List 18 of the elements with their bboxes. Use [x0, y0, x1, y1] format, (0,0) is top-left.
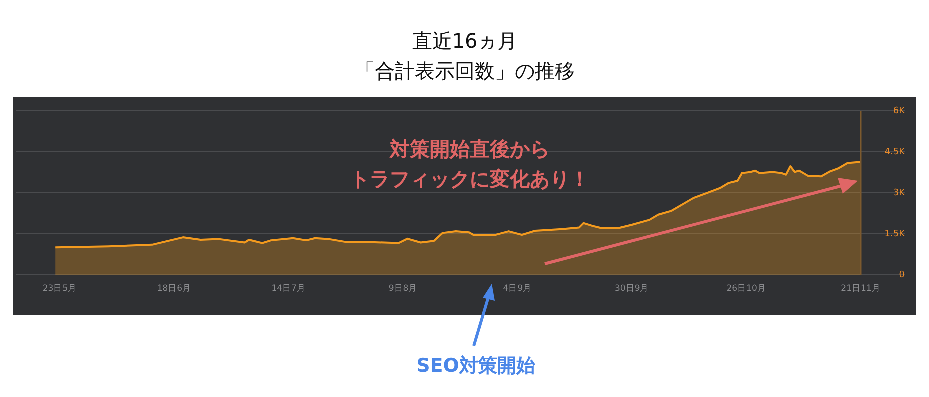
- x-tick-label: 9日8月: [388, 284, 418, 294]
- x-tick-label: 30日9月: [615, 284, 650, 294]
- y-tick-label: 4.5K: [884, 147, 906, 158]
- x-tick-label: 26日10月: [726, 284, 766, 294]
- x-tick-label: 21日11月: [841, 284, 881, 294]
- x-tick-label: 18日6月: [157, 284, 192, 294]
- y-tick-label: 3K: [893, 188, 906, 198]
- annotation: トラフィックに変化あり！: [350, 167, 590, 191]
- annotation: 対策開始直後から: [389, 137, 550, 161]
- x-tick-label: 23日5月: [42, 284, 78, 294]
- y-tick-label: 1.5K: [884, 229, 906, 240]
- text: SEO対策開始: [416, 355, 536, 377]
- y-tick-label: 0: [899, 270, 906, 280]
- y-tick-label: 6K: [893, 106, 906, 116]
- chart-subtitle: 「合計表示回数」の推移: [355, 59, 575, 83]
- x-tick-label: 4日9月: [503, 284, 532, 294]
- x-tick-label: 14日7月: [272, 284, 306, 294]
- chart-title: 直近16ヵ月: [412, 29, 518, 53]
